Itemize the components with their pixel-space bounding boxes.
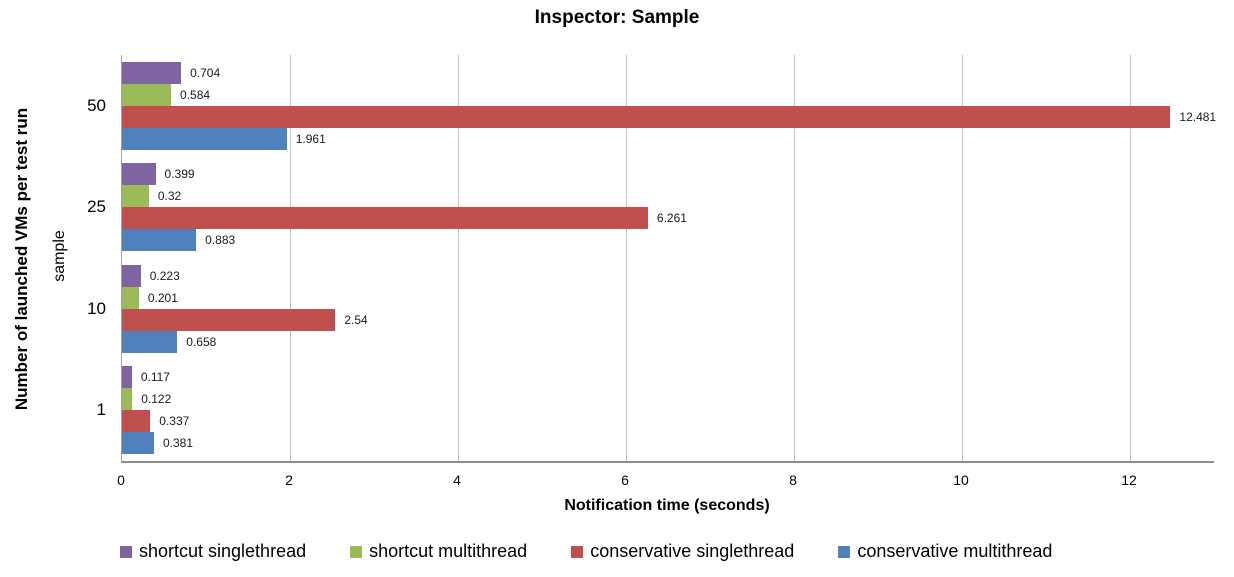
bar-conservative-multithread-cat-50	[122, 127, 287, 150]
bar-value-label-conservative-multithread-cat-25: 0.883	[205, 233, 236, 248]
bar-conservative-multithread-cat-1	[122, 432, 154, 455]
chart-title: Inspector: Sample	[534, 7, 700, 28]
bar-value-label-shortcut-multithread-cat-10: 0.201	[147, 290, 178, 305]
bar-conservative-multithread-cat-10	[122, 330, 178, 353]
y-tick-label-25: 25	[87, 197, 106, 217]
bar-conservative-singlethread-cat-1	[122, 410, 151, 433]
x-tick-label-8: 8	[789, 472, 797, 488]
bar-value-label-conservative-singlethread-cat-1: 0.337	[159, 414, 190, 429]
bar-value-label-shortcut-multithread-cat-1: 0.122	[141, 392, 172, 407]
y-axis-title: Number of launched VMs per test run	[12, 107, 31, 411]
bar-value-label-shortcut-singlethread-cat-10: 0.223	[149, 268, 180, 283]
bar-shortcut-singlethread-cat-25	[122, 163, 156, 186]
legend-label-conservative-multithread: conservative multithread	[857, 541, 1053, 561]
bar-shortcut-multithread-cat-50	[122, 83, 172, 106]
x-tick-label-4: 4	[453, 472, 461, 488]
x-tick-label-0: 0	[117, 472, 125, 488]
bar-value-label-shortcut-singlethread-cat-25: 0.399	[164, 167, 195, 182]
bar-conservative-multithread-cat-25	[122, 229, 197, 252]
bar-conservative-singlethread-cat-10	[122, 308, 336, 331]
legend-item-conservative-singlethread: conservative singlethread	[571, 541, 794, 562]
x-tick-label-10: 10	[953, 472, 969, 488]
gridline-x-2	[289, 55, 291, 461]
bar-value-label-conservative-multithread-cat-50: 1.961	[295, 131, 326, 146]
bar-value-label-conservative-multithread-cat-1: 0.381	[163, 436, 194, 451]
x-axis-title: Notification time (seconds)	[564, 497, 770, 514]
bar-value-label-shortcut-singlethread-cat-1: 0.117	[140, 370, 170, 385]
y-axis-sublabel: sample	[51, 230, 68, 282]
bar-conservative-singlethread-cat-50	[122, 105, 1171, 128]
legend-label-shortcut-singlethread: shortcut singlethread	[139, 541, 307, 561]
bar-value-label-shortcut-singlethread-cat-50: 0.704	[190, 65, 221, 80]
gridline-x-4	[457, 55, 459, 461]
bar-shortcut-singlethread-cat-50	[122, 61, 182, 84]
bar-value-label-conservative-singlethread-cat-25: 6.261	[656, 211, 687, 226]
bar-conservative-singlethread-cat-25	[122, 207, 648, 230]
x-tick-label-2: 2	[285, 472, 293, 488]
x-tick-label-12: 12	[1121, 472, 1137, 488]
legend-swatch-conservative-singlethread	[571, 545, 584, 558]
y-tick-label-10: 10	[87, 298, 106, 318]
legend-swatch-conservative-multithread	[838, 545, 851, 558]
bar-value-label-conservative-singlethread-cat-50: 12.481	[1179, 109, 1217, 124]
gridline-x-8	[793, 55, 795, 461]
gridline-x-6	[625, 55, 627, 461]
legend-label-conservative-singlethread: conservative singlethread	[590, 541, 795, 561]
bar-shortcut-multithread-cat-10	[122, 286, 139, 309]
y-tick-label-1: 1	[96, 400, 106, 420]
legend-item-conservative-multithread: conservative multithread	[838, 541, 1052, 562]
legend-item-shortcut-singlethread: shortcut singlethread	[120, 541, 306, 562]
bar-shortcut-multithread-cat-25	[122, 185, 149, 208]
bar-shortcut-singlethread-cat-1	[122, 366, 132, 389]
legend: shortcut singlethread shortcut multithrea…	[120, 541, 1052, 562]
legend-swatch-shortcut-singlethread	[120, 545, 132, 558]
bar-value-label-conservative-singlethread-cat-10: 2.54	[344, 312, 368, 327]
bar-shortcut-multithread-cat-1	[122, 388, 133, 411]
y-tick-label-50: 50	[87, 95, 106, 115]
gridline-x-12	[1129, 55, 1131, 461]
bar-value-label-shortcut-multithread-cat-25: 0.32	[157, 189, 182, 204]
legend-item-shortcut-multithread: shortcut multithread	[350, 541, 527, 562]
plot-area: 0.704 0.584 12.481 1.961 0.399 0.32 6.261 0.883…	[121, 55, 1217, 463]
bar-shortcut-singlethread-cat-10	[122, 264, 141, 287]
gridline-x-10	[961, 55, 963, 461]
x-tick-label-6: 6	[621, 472, 629, 488]
bar-value-label-conservative-multithread-cat-10: 0.658	[186, 334, 217, 349]
legend-swatch-shortcut-multithread	[350, 545, 363, 558]
bar-value-label-shortcut-multithread-cat-50: 0.584	[180, 87, 211, 102]
legend-label-shortcut-multithread: shortcut multithread	[369, 541, 528, 561]
